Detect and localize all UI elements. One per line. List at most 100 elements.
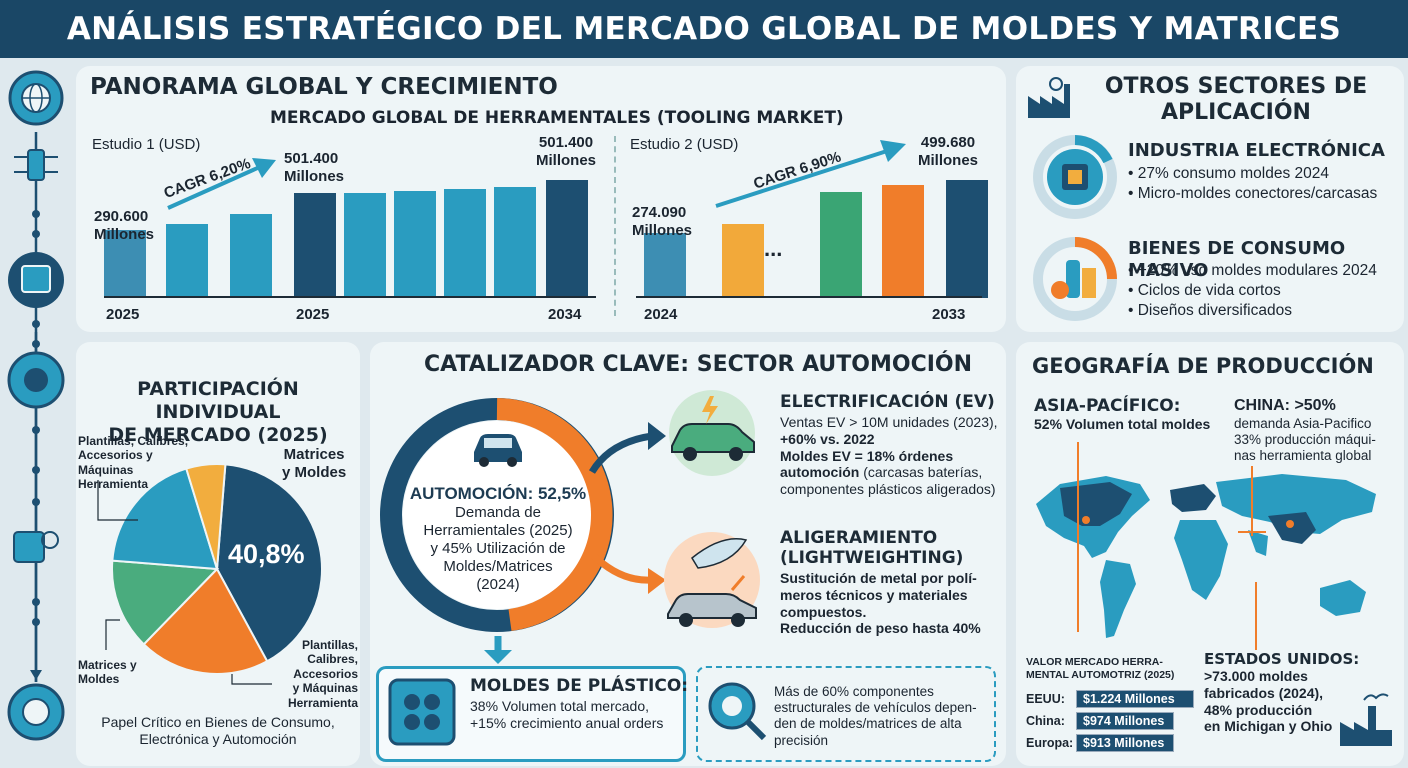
struct-text: Más de 60% componentes estructurales de v… bbox=[774, 684, 977, 748]
machine-circle-icon bbox=[8, 252, 64, 308]
bar-7 bbox=[444, 189, 486, 298]
chart2-xlabel-2: 2033 bbox=[932, 306, 966, 323]
valor-region-usa: EEUU: bbox=[1026, 692, 1065, 706]
automocion-donut bbox=[380, 398, 614, 632]
robot-arm-icon bbox=[13, 531, 59, 563]
pie-big-pct: 40,8% bbox=[228, 539, 305, 569]
valor-china: $974 Millones bbox=[1076, 712, 1174, 730]
chart1-area bbox=[104, 152, 596, 298]
chart1-mid-value: 501.400 Millones bbox=[284, 150, 345, 185]
bar-5 bbox=[344, 193, 386, 298]
pie-slice-3 bbox=[111, 559, 220, 646]
consumo-bullets: • +20% uso moldes modulares 2024 • Ciclo… bbox=[1128, 262, 1377, 319]
consumo-title: BIENES DE CONSUMO MASIVO bbox=[1128, 238, 1346, 281]
pie-slice-4 bbox=[111, 467, 219, 571]
factory-small-icon bbox=[1340, 693, 1392, 746]
donut-title: AUTOMOCIÓN: 52,5% bbox=[409, 484, 587, 503]
participacion-footer: Papel Crítico en Bienes de Consumo, Elect… bbox=[101, 714, 335, 747]
valor-usa: $1.224 Millones bbox=[1076, 690, 1194, 708]
panorama-panel: PANORAMA GLOBAL Y CRECIMIENTO MERCADO GL… bbox=[76, 66, 1006, 332]
pie-label-top-left: Plantillas, Calibres, Accesorios y Máqui… bbox=[78, 434, 189, 492]
valor-region-china: China: bbox=[1026, 714, 1065, 728]
pie-slice-5 bbox=[185, 463, 227, 570]
mold-icon bbox=[388, 678, 456, 746]
geo-leader-lines bbox=[1077, 442, 1266, 650]
light-title: ALIGERAMIENTO (LIGHTWEIGHTING) bbox=[780, 528, 964, 569]
bar-4 bbox=[882, 184, 924, 298]
chart2-cagr-arrow bbox=[715, 140, 906, 208]
bar-3 bbox=[230, 213, 272, 298]
plastic-title: MOLDES DE PLÁSTICO: bbox=[470, 676, 689, 696]
participacion-panel: PARTICIPACIÓN INDIVIDUAL DE MERCADO (2025… bbox=[76, 342, 360, 766]
automocion-panel: CATALIZADOR CLAVE: SECTOR AUTOMOCIÓN AUT… bbox=[370, 342, 1006, 766]
electronica-title: INDUSTRIA ELECTRÓNICA bbox=[1128, 140, 1385, 161]
chart1-xlabel-3: 2034 bbox=[548, 306, 582, 323]
consumer-goods-icon bbox=[1033, 237, 1117, 321]
bar-8 bbox=[494, 186, 536, 298]
page-title: ANÁLISIS ESTRATÉGICO DEL MERCADO GLOBAL … bbox=[66, 11, 1342, 47]
chart2-title: Estudio 2 (USD) bbox=[630, 136, 739, 153]
ev-title: ELECTRIFICACIÓN (EV) bbox=[780, 392, 995, 412]
chart1-start-value: 290.600 Millones bbox=[94, 208, 155, 243]
asia-title: ASIA-PACÍFICO: bbox=[1034, 396, 1181, 416]
bar-3 bbox=[820, 192, 862, 298]
bar-4 bbox=[294, 193, 336, 298]
chart-divider bbox=[614, 136, 616, 316]
auto-connector-arrows bbox=[484, 422, 666, 664]
circuit-chip-icon bbox=[14, 149, 58, 181]
gear-globe-icon bbox=[7, 683, 65, 741]
china-title: CHINA: >50% bbox=[1234, 397, 1336, 414]
bar-9 bbox=[546, 180, 588, 298]
factory-icon bbox=[1028, 77, 1070, 118]
panorama-heading: PANORAMA GLOBAL Y CRECIMIENTO bbox=[90, 74, 558, 100]
bar-1 bbox=[104, 229, 146, 298]
rail-svg bbox=[7, 70, 65, 741]
chart1-title: Estudio 1 (USD) bbox=[92, 136, 201, 153]
pie-slice-2 bbox=[142, 567, 269, 675]
pie-label-top-right: Matrices y Moldes bbox=[282, 446, 347, 481]
chart2-ellipsis: ... bbox=[764, 236, 783, 261]
struct-box bbox=[696, 666, 996, 762]
chart2-end-value: 499.680 Millones bbox=[918, 134, 979, 169]
valor-table: EEUU: $1.224 Millones China: $974 Millon… bbox=[1026, 688, 1194, 754]
chart1-end-value: 501.400 Millones bbox=[536, 134, 597, 169]
chart2-area bbox=[636, 152, 988, 298]
bar-2 bbox=[722, 223, 764, 298]
chart1-xlabel-2: 2025 bbox=[296, 306, 330, 323]
lightweight-icon bbox=[664, 532, 760, 628]
sectores-heading: OTROS SECTORES DE APLICACIÓN bbox=[1104, 74, 1368, 126]
china-text: demanda Asia-Pacifico 33% producción máqu… bbox=[1234, 416, 1376, 464]
usa-title: ESTADOS UNIDOS: bbox=[1204, 650, 1360, 668]
valor-title: VALOR MERCADO HERRA- MENTAL AUTOMOTRIZ (2… bbox=[1026, 656, 1175, 681]
asia-text: 52% Volumen total moldes bbox=[1034, 416, 1211, 432]
valor-europa: $913 Millones bbox=[1076, 734, 1174, 752]
donut-text: Demanda de Herramientales (2025) y 45% Uti… bbox=[423, 504, 573, 593]
pie-label-bottom-left: Matrices y Moldes bbox=[78, 658, 137, 687]
electronica-bullets: • 27% consumo moldes 2024 • Micro-moldes… bbox=[1128, 165, 1378, 202]
gear-icon bbox=[7, 351, 65, 409]
chart1-xlabel-1: 2025 bbox=[106, 306, 140, 323]
panorama-subheading: MERCADO GLOBAL DE HERRAMENTALES (TOOLING… bbox=[270, 108, 844, 128]
chart2-start-value: 274.090 Millones bbox=[632, 204, 693, 239]
pie-label-bottom-right: Plantillas, Calibres, Accesorios y Máquinas… bbox=[287, 638, 358, 710]
bar-5 bbox=[946, 180, 988, 298]
geografia-panel: GEOGRAFÍA DE PRODUCCIÓN ASIA-PACÍFICO: 5… bbox=[1016, 342, 1404, 766]
car-icon bbox=[474, 434, 522, 467]
ev-car-icon bbox=[669, 390, 755, 476]
sectores-panel: OTROS SECTORES DE APLICACIÓN INDUSTRIA EL… bbox=[1016, 66, 1404, 332]
usa-text: >73.000 moldes fabricados (2024), 48% prod… bbox=[1204, 668, 1333, 735]
plastic-text: 38% Volumen total mercado, +15% crecimien… bbox=[470, 698, 664, 731]
bar-1 bbox=[644, 233, 686, 298]
pie-slice-1 bbox=[215, 463, 323, 663]
bar-6 bbox=[394, 191, 436, 298]
automocion-heading: CATALIZADOR CLAVE: SECTOR AUTOMOCIÓN bbox=[424, 352, 973, 377]
chart1-cagr-arrow bbox=[167, 158, 276, 210]
chip-donut-icon bbox=[1033, 135, 1117, 219]
title-bar: ANÁLISIS ESTRATÉGICO DEL MERCADO GLOBAL … bbox=[0, 0, 1408, 58]
valor-region-europa: Europa: bbox=[1026, 736, 1074, 750]
bar-2 bbox=[166, 224, 208, 298]
icon-rail bbox=[0, 62, 72, 768]
ev-text: Ventas EV > 10M unidades (2023), +60% vs… bbox=[780, 414, 998, 498]
pie-chart bbox=[111, 463, 323, 675]
gear-search-icon bbox=[708, 682, 767, 741]
